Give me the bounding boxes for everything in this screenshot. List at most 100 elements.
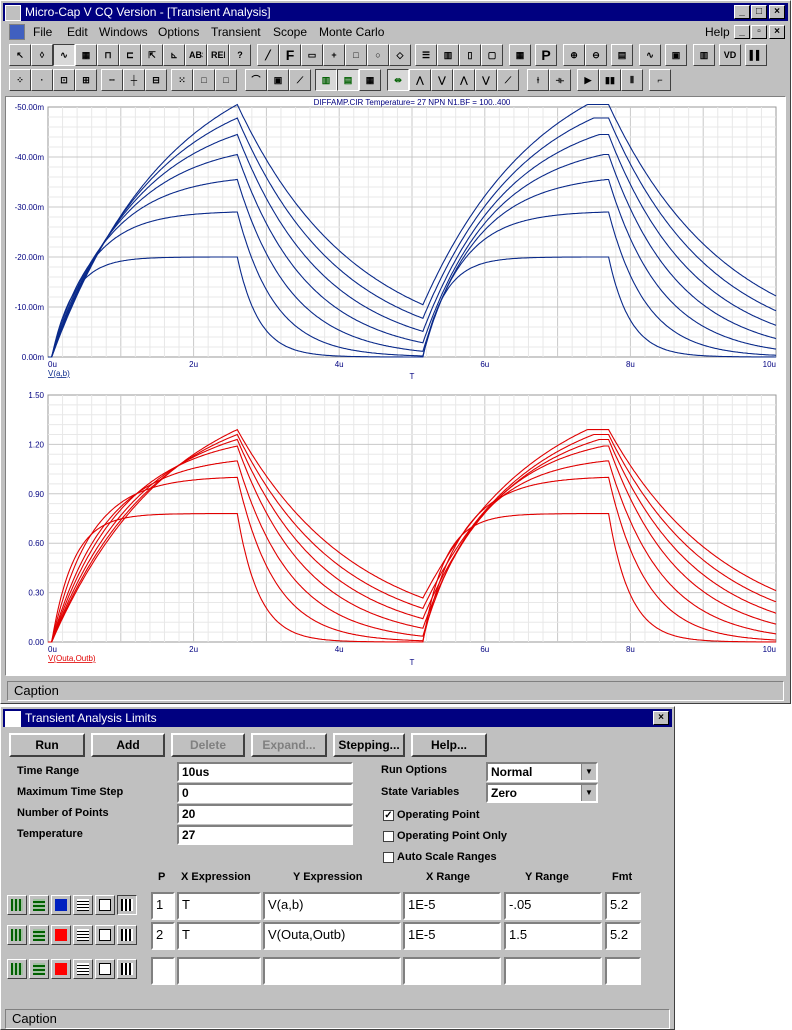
row2-fmt[interactable]: 5.2 — [605, 922, 641, 950]
row3-x-range[interactable] — [403, 957, 501, 985]
auto-scale-checkbox[interactable] — [383, 852, 394, 863]
box-tool-button[interactable]: □ — [345, 44, 367, 66]
table-button[interactable]: ▤ — [611, 44, 633, 66]
mdi-close-button[interactable]: × — [769, 25, 785, 39]
menu-edit[interactable]: Edit — [67, 25, 88, 39]
row3-y-range[interactable] — [504, 957, 602, 985]
menu-transient[interactable]: Transient — [211, 25, 261, 39]
tb2-btn-22[interactable]: ⟋ — [497, 69, 519, 91]
tb2-btn-1[interactable]: ⁘ — [9, 69, 31, 91]
font-button[interactable]: F — [279, 44, 301, 66]
rel-button[interactable]: REL — [207, 44, 229, 66]
tb2-btn-27[interactable]: ⦀ — [621, 69, 643, 91]
tb2-btn-4[interactable]: ⊞ — [75, 69, 97, 91]
row1-fmt[interactable]: 5.2 — [605, 892, 641, 920]
main-title-bar[interactable]: Micro-Cap V CQ Version - [Transient Anal… — [3, 3, 788, 21]
row2-x-expression[interactable]: T — [177, 922, 261, 950]
run-options-select[interactable]: Normal ▼ — [486, 762, 598, 782]
histogram-button[interactable]: ▌▌ — [745, 44, 767, 66]
single-window-button[interactable]: ▢ — [481, 44, 503, 66]
tb2-btn-28[interactable]: ⌐ — [649, 69, 671, 91]
tb2-btn-10[interactable]: □ — [215, 69, 237, 91]
menu-windows[interactable]: Windows — [99, 25, 148, 39]
delete-button[interactable]: Delete — [171, 733, 245, 757]
cross-tool-button[interactable]: + — [323, 44, 345, 66]
run-button[interactable]: Run — [9, 733, 85, 757]
tb2-btn-2[interactable]: · — [31, 69, 53, 91]
tb2-btn-23[interactable]: ⟊ — [527, 69, 549, 91]
tile-window-button[interactable]: ☰ — [415, 44, 437, 66]
tb2-btn-8[interactable]: ⁙ — [171, 69, 193, 91]
linear-scale-button[interactable] — [7, 925, 27, 945]
linear-scale-button[interactable] — [7, 959, 27, 979]
menu-options[interactable]: Options — [158, 25, 200, 39]
waveform-button[interactable]: ∿ — [639, 44, 661, 66]
tb2-btn-3[interactable]: ⊡ — [53, 69, 75, 91]
tb2-btn-6[interactable]: ┼ — [123, 69, 145, 91]
temperature-input[interactable]: 27 — [177, 825, 353, 845]
copy-icon[interactable] — [95, 895, 115, 915]
grid-tool-button[interactable]: ▦ — [75, 44, 97, 66]
menu-help[interactable]: Help — [705, 25, 730, 39]
histogram-icon[interactable] — [117, 925, 137, 945]
tb2-btn-24[interactable]: ⟛ — [549, 69, 571, 91]
time-range-input[interactable]: 10us — [177, 762, 353, 782]
chevron-down-icon[interactable]: ▼ — [581, 785, 596, 801]
row1-x-range[interactable]: 1E-5 — [403, 892, 501, 920]
split-window-button[interactable]: ▯ — [459, 44, 481, 66]
limits-close-button[interactable]: × — [653, 711, 669, 725]
row2-y-expression[interactable]: V(Outa,Outb) — [263, 922, 401, 950]
tb2-btn-11[interactable]: ⌒ — [245, 69, 267, 91]
histogram-icon[interactable] — [117, 959, 137, 979]
row3-x-expression[interactable] — [177, 957, 261, 985]
tb2-btn-5[interactable]: ┄ — [101, 69, 123, 91]
linear-scale-button[interactable] — [7, 895, 27, 915]
tb2-btn-7[interactable]: ⊟ — [145, 69, 167, 91]
probe-tool-button[interactable]: ⇱ — [141, 44, 163, 66]
mdi-minimize-button[interactable]: _ — [734, 25, 750, 39]
ellipse-tool-button[interactable]: ○ — [367, 44, 389, 66]
operating-point-only-checkbox[interactable] — [383, 831, 394, 842]
state-variables-select[interactable]: Zero ▼ — [486, 783, 598, 803]
maximize-button[interactable]: □ — [751, 5, 767, 19]
tb2-btn-20[interactable]: ⋀ — [453, 69, 475, 91]
close-button[interactable]: × — [769, 5, 785, 19]
row2-x-range[interactable]: 1E-5 — [403, 922, 501, 950]
tb2-btn-19[interactable]: ⋁ — [431, 69, 453, 91]
tb2-btn-13[interactable]: ⟋ — [289, 69, 311, 91]
calculator-button[interactable]: ▦ — [509, 44, 531, 66]
row3-fmt[interactable] — [605, 957, 641, 985]
wire-tool-button[interactable]: ∿ — [53, 44, 75, 66]
num-points-input[interactable]: 20 — [177, 804, 353, 824]
measure-tool-button[interactable]: ⊾ — [163, 44, 185, 66]
color-swatch-button[interactable] — [51, 895, 71, 915]
copy-icon[interactable] — [95, 959, 115, 979]
tb2-btn-21[interactable]: ⋁ — [475, 69, 497, 91]
copy-icon[interactable] — [95, 925, 115, 945]
tb2-btn-15[interactable]: ▤ — [337, 69, 359, 91]
pin-tool-button[interactable]: ⊏ — [119, 44, 141, 66]
row1-p[interactable]: 1 — [151, 892, 175, 920]
tb2-btn-14[interactable]: ▥ — [315, 69, 337, 91]
tb2-btn-25[interactable]: ▶ — [577, 69, 599, 91]
row2-y-range[interactable]: 1.5 — [504, 922, 602, 950]
diamond-tool-button[interactable]: ◇ — [389, 44, 411, 66]
numeric-output-button[interactable]: ▥ — [693, 44, 715, 66]
limits-title-bar[interactable]: Transient Analysis Limits × — [3, 709, 672, 727]
minimize-button[interactable]: _ — [734, 5, 750, 19]
zoom-in-button[interactable]: ⊕ — [563, 44, 585, 66]
zoom-out-button[interactable]: ⊖ — [585, 44, 607, 66]
operating-point-checkbox[interactable]: ✓ — [383, 810, 394, 821]
abs-button[interactable]: ABS — [185, 44, 207, 66]
stepping-button[interactable]: Stepping... — [333, 733, 405, 757]
node-tool-button[interactable]: ⊓ — [97, 44, 119, 66]
tb2-btn-17[interactable]: ⇹ — [387, 69, 409, 91]
add-button[interactable]: Add — [91, 733, 165, 757]
app-icon[interactable] — [5, 5, 21, 21]
grid-lines-button[interactable] — [29, 925, 49, 945]
table-icon[interactable] — [73, 959, 93, 979]
row1-y-expression[interactable]: V(a,b) — [263, 892, 401, 920]
table-icon[interactable] — [73, 895, 93, 915]
vd-button[interactable]: VD — [719, 44, 741, 66]
menu-file[interactable]: File — [33, 25, 53, 39]
